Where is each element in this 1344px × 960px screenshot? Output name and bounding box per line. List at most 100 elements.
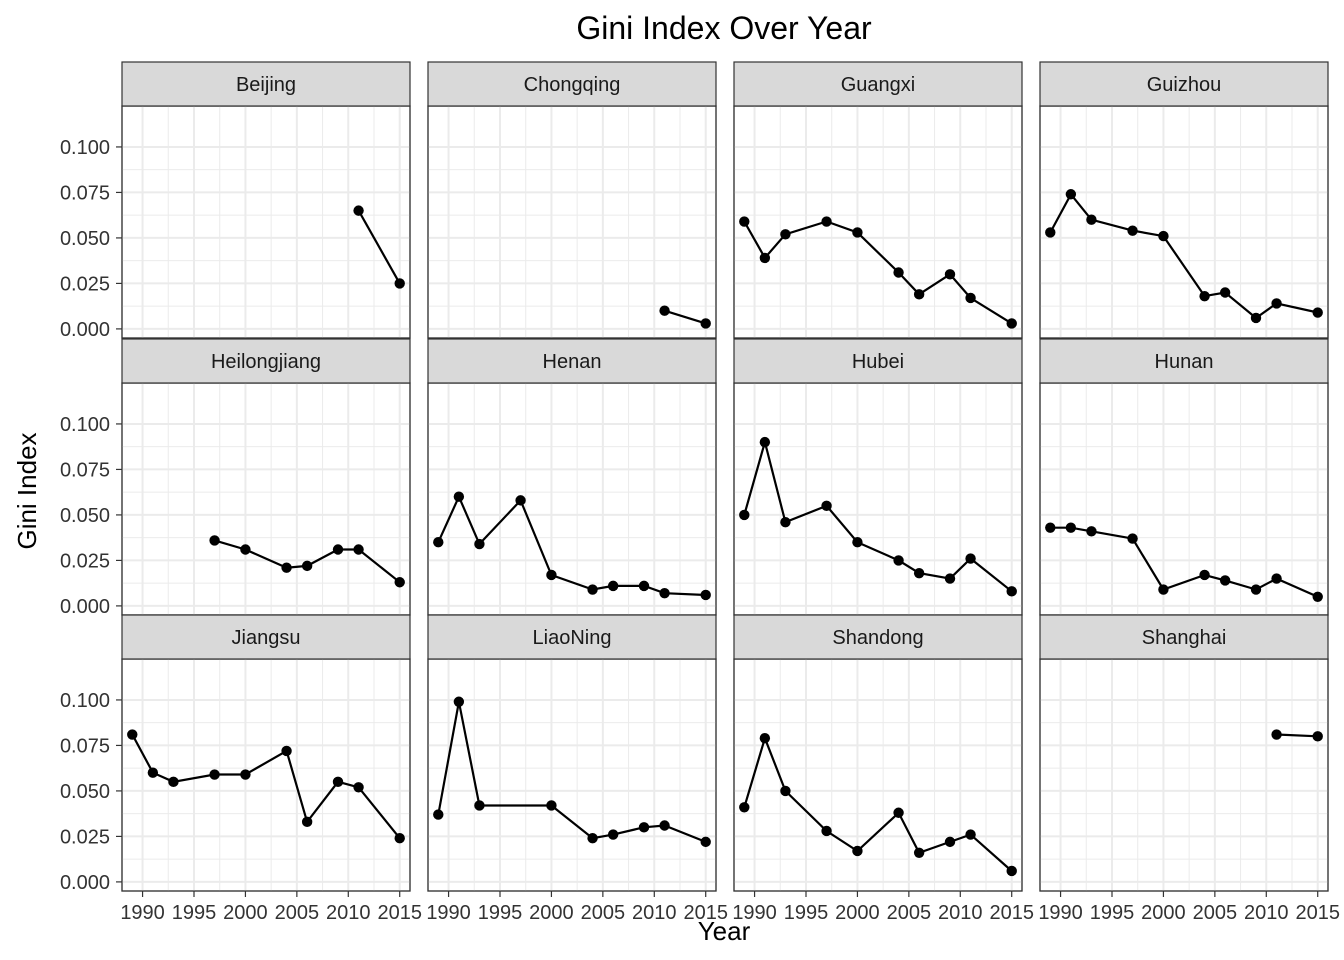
data-point bbox=[474, 538, 485, 550]
data-point bbox=[209, 535, 220, 546]
data-point bbox=[700, 318, 711, 329]
facet-strip-label: Jiangsu bbox=[232, 627, 301, 649]
facet-strip bbox=[427, 338, 717, 384]
data-point bbox=[546, 800, 557, 811]
y-tick-label: 0.025 bbox=[60, 273, 110, 295]
data-point bbox=[453, 696, 465, 707]
data-point bbox=[332, 544, 344, 555]
y-tick-label: 0.100 bbox=[60, 137, 110, 159]
panel-guangxi: Guangxi bbox=[733, 61, 1023, 339]
chart-title: Gini Index Over Year bbox=[576, 10, 872, 46]
panel-background bbox=[121, 105, 411, 339]
data-point bbox=[852, 537, 863, 548]
x-tick-label: 1995 bbox=[784, 902, 829, 924]
data-point bbox=[944, 573, 956, 584]
data-point bbox=[1250, 584, 1262, 595]
x-tick-label: 2015 bbox=[1295, 902, 1340, 924]
data-point bbox=[332, 776, 344, 788]
facet-strip bbox=[121, 338, 411, 384]
data-point bbox=[1271, 573, 1282, 584]
data-point bbox=[453, 491, 465, 502]
x-tick-label: 2005 bbox=[275, 902, 320, 924]
data-point bbox=[739, 802, 750, 813]
data-point bbox=[607, 580, 619, 592]
data-point bbox=[281, 562, 292, 573]
data-point bbox=[700, 836, 711, 848]
data-point bbox=[944, 269, 956, 280]
panel-liaoning: LiaoNing 1990 1995 2000 2005 2010 2015 bbox=[426, 614, 728, 924]
facet-strip bbox=[1039, 614, 1329, 660]
x-tick-label: 2005 bbox=[1193, 902, 1238, 924]
panel-beijing: Beijing 0.000 0.025 0.050 0.075 0.100 bbox=[60, 61, 411, 341]
x-tick-label: 2010 bbox=[1244, 902, 1289, 924]
facet-strip bbox=[121, 614, 411, 660]
data-point bbox=[433, 537, 444, 548]
x-tick-label: 1995 bbox=[478, 902, 523, 924]
facet-strip bbox=[1039, 338, 1329, 384]
y-tick-label: 0.075 bbox=[60, 182, 110, 204]
x-tick-label: 2010 bbox=[326, 902, 371, 924]
data-point bbox=[1127, 225, 1138, 236]
data-point bbox=[240, 769, 251, 780]
series-line-guangxi bbox=[743, 220, 1013, 325]
series-line-hunan bbox=[1050, 526, 1319, 598]
data-point bbox=[852, 227, 863, 238]
x-tick-label: 1990 bbox=[120, 902, 165, 924]
data-point bbox=[821, 216, 832, 227]
data-point bbox=[1312, 591, 1323, 603]
panel-hunan: Hunan bbox=[1039, 338, 1329, 616]
x-tick-label: 2010 bbox=[632, 902, 677, 924]
data-point bbox=[659, 305, 670, 316]
x-tick-label: 1990 bbox=[732, 902, 777, 924]
x-tick-label: 2000 bbox=[1141, 902, 1186, 924]
data-point bbox=[1158, 584, 1169, 595]
data-point bbox=[474, 800, 485, 811]
data-point bbox=[353, 205, 364, 216]
facet-strip-label: Guangxi bbox=[841, 74, 916, 96]
y-tick-label: 0.000 bbox=[60, 872, 110, 894]
data-point bbox=[1250, 312, 1262, 324]
data-point bbox=[965, 292, 976, 304]
data-point bbox=[659, 820, 670, 831]
series-line-chongqing bbox=[664, 309, 707, 325]
data-point bbox=[780, 785, 791, 797]
data-point bbox=[209, 769, 220, 780]
y-axis-title: Gini Index bbox=[12, 432, 42, 549]
x-tick-label: 2005 bbox=[887, 902, 932, 924]
x-tick-label: 2000 bbox=[223, 902, 268, 924]
panel-background bbox=[121, 658, 411, 892]
data-point bbox=[739, 509, 750, 521]
y-tick-label: 0.100 bbox=[60, 690, 110, 712]
facet-strip-label: Henan bbox=[543, 351, 602, 373]
y-tick-label: 0.025 bbox=[60, 550, 110, 572]
series-line-beijing bbox=[357, 210, 401, 284]
data-point bbox=[913, 847, 925, 858]
y-tick-label: 0.000 bbox=[60, 319, 110, 341]
panel-background bbox=[427, 382, 717, 616]
data-point bbox=[515, 495, 526, 506]
data-point bbox=[893, 267, 904, 278]
x-tick-label: 2000 bbox=[529, 902, 574, 924]
panel-shandong: Shandong 1990 1995 2000 2005 2010 2015 bbox=[732, 614, 1034, 924]
x-tick-label: 1990 bbox=[426, 902, 471, 924]
facet-strip bbox=[733, 614, 1023, 660]
series-line-shandong bbox=[743, 734, 1013, 872]
panel-jiangsu: Jiangsu 0.000 0.025 0.050 0.075 0.100 1990 1995… bbox=[60, 614, 422, 924]
panel-background bbox=[1039, 105, 1329, 339]
data-point bbox=[240, 544, 251, 555]
data-point bbox=[1006, 865, 1017, 877]
panel-guizhou: Guizhou bbox=[1039, 61, 1329, 339]
y-tick-label: 0.075 bbox=[60, 459, 110, 481]
data-point bbox=[1086, 214, 1097, 225]
x-tick-label: 2015 bbox=[989, 902, 1034, 924]
facet-strip bbox=[427, 61, 717, 107]
facet-strip-label: Hunan bbox=[1155, 351, 1214, 373]
data-point bbox=[852, 845, 863, 857]
facet-strip bbox=[733, 61, 1023, 107]
y-tick-label: 0.075 bbox=[60, 735, 110, 757]
data-point bbox=[759, 436, 771, 448]
facet-strip-label: Heilongjiang bbox=[211, 351, 321, 373]
data-point bbox=[1045, 227, 1056, 238]
data-point bbox=[965, 829, 976, 840]
